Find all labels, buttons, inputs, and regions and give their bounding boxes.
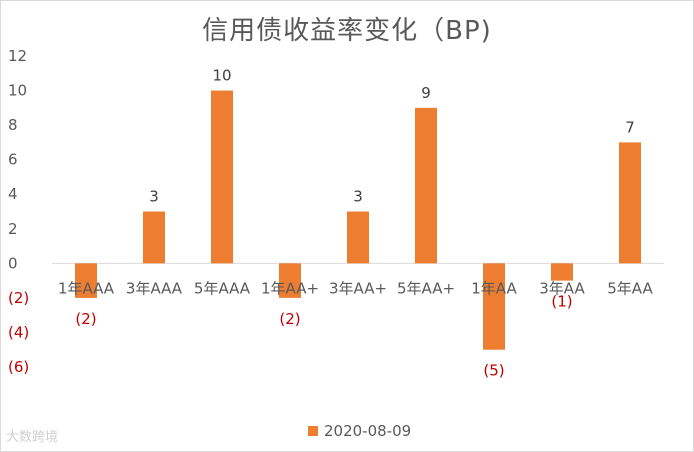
data-labels: (2) 3 10 (2) 3 9 (5) (1) 7 [75, 67, 634, 380]
bar [347, 211, 369, 264]
data-label: (1) [551, 293, 572, 311]
y-tick-label: 12 [8, 47, 27, 65]
bar [415, 107, 437, 264]
data-label: 7 [625, 118, 635, 136]
data-label: 9 [421, 84, 431, 102]
data-label: 3 [353, 188, 363, 206]
x-category-label: 5年AA+ [397, 279, 455, 297]
x-category-label: 1年AA+ [261, 279, 319, 297]
y-tick-label: 6 [8, 151, 18, 169]
y-tick-label: (2) [8, 289, 29, 307]
y-tick-label: 10 [8, 82, 27, 100]
data-label: (2) [75, 310, 96, 328]
bar [279, 263, 301, 298]
x-category-label: 5年AA [607, 279, 653, 297]
y-tick-label: 0 [8, 254, 18, 272]
bar [75, 263, 97, 298]
x-category-label: 5年AAA [194, 279, 251, 297]
y-tick-label: 4 [8, 185, 18, 203]
y-axis: 12 10 8 6 4 2 0 (2) (4) (6) [8, 47, 29, 376]
x-category-label: 3年AAA [126, 279, 183, 297]
y-tick-label: (6) [8, 358, 29, 376]
data-label: 10 [212, 67, 231, 85]
x-category-label: 1年AA [471, 279, 517, 297]
y-tick-label: 8 [8, 116, 18, 134]
bars-group [75, 90, 641, 350]
bar [619, 142, 641, 264]
bar [143, 211, 165, 264]
data-label: (2) [279, 310, 300, 328]
bar [211, 90, 233, 264]
watermark: 大数跨境 [6, 430, 59, 445]
x-category-label: 1年AAA [58, 279, 115, 297]
chart-title: 信用债收益率变化（BP) [202, 16, 492, 46]
data-label: 3 [149, 188, 159, 206]
y-tick-label: 2 [8, 220, 18, 238]
bar [483, 263, 505, 350]
data-label: (5) [483, 362, 504, 380]
legend: 2020-08-09 [308, 422, 411, 440]
legend-label: 2020-08-09 [324, 422, 412, 440]
bar [551, 263, 573, 281]
legend-swatch [308, 426, 318, 436]
y-tick-label: (4) [8, 323, 29, 341]
x-category-label: 3年AA+ [329, 279, 387, 297]
x-category-label: 3年AA [539, 279, 585, 297]
category-labels: 1年AAA 3年AAA 5年AAA 1年AA+ 3年AA+ 5年AA+ 1年AA 3年AA 5年… [58, 279, 654, 297]
